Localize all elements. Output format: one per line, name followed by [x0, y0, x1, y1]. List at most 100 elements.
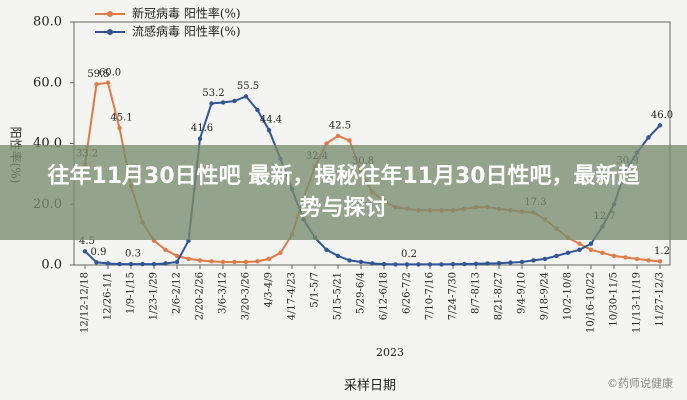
point — [105, 261, 111, 266]
x-tick-label: 4/17-4/23 — [287, 272, 298, 320]
point — [646, 258, 651, 263]
point — [393, 262, 398, 267]
point — [243, 94, 249, 99]
y-tick-label: 80.0 — [33, 15, 62, 30]
x-tick-label: 3/6-3/12 — [218, 272, 229, 314]
x-tick-label: 1/23-1/29 — [149, 272, 160, 320]
point — [220, 259, 226, 265]
value-label: 60.0 — [99, 67, 121, 78]
y-tick-label: 60.0 — [33, 75, 62, 90]
point — [577, 247, 582, 253]
point — [565, 250, 571, 256]
x-tick-label: 2/20-2/26 — [195, 272, 206, 320]
x-tick-label: 2/6-2/12 — [172, 272, 183, 314]
point — [542, 256, 548, 262]
x-tick-label: 9/4-9/10 — [517, 272, 528, 314]
x-tick-label: 1/9-1/15 — [126, 272, 137, 314]
point — [324, 247, 329, 253]
value-label: 4.5 — [79, 236, 95, 247]
value-label: 55.5 — [237, 81, 259, 92]
point — [370, 261, 375, 266]
point — [439, 262, 444, 267]
point — [657, 123, 663, 128]
value-label: 44.4 — [260, 115, 282, 126]
point — [220, 100, 226, 105]
point — [255, 259, 260, 264]
point — [531, 258, 536, 263]
point — [416, 262, 421, 267]
x-tick-label: 5/15-5/21 — [333, 272, 344, 320]
point — [588, 247, 594, 253]
value-label: 1.2 — [654, 246, 670, 257]
value-label: 59.5 — [87, 69, 109, 80]
point — [266, 127, 272, 133]
point — [450, 261, 456, 267]
x-tick-label: 8/21-8/27 — [494, 272, 505, 320]
point — [255, 107, 260, 113]
point — [209, 101, 214, 106]
point — [381, 261, 387, 267]
x-tick-label: 6/26-7/2 — [402, 272, 413, 314]
point — [335, 253, 341, 259]
value-label: 46.0 — [651, 110, 673, 121]
point — [347, 258, 352, 263]
point — [508, 260, 513, 265]
point — [105, 80, 111, 85]
year-label: 2023 — [376, 346, 404, 359]
y-tick-label: 0.0 — [41, 258, 62, 273]
value-label: 0.9 — [91, 247, 107, 258]
value-label: 42.5 — [329, 120, 351, 131]
point — [347, 138, 352, 143]
x-tick-label: 9/18-9/24 — [540, 272, 551, 320]
point — [94, 82, 99, 87]
point — [473, 261, 479, 266]
point — [611, 253, 617, 259]
point — [186, 256, 191, 262]
x-tick-label: 7/24-7/30 — [448, 272, 459, 320]
point — [485, 261, 490, 266]
value-label: 0.2 — [401, 249, 417, 260]
point — [174, 259, 180, 265]
point — [462, 261, 467, 267]
watermark: ©药师说健康 — [607, 376, 673, 390]
point — [209, 259, 214, 264]
point — [554, 253, 559, 259]
legend-marker — [107, 11, 113, 17]
x-tick-label: 10/16-10/22 — [586, 272, 597, 333]
x-tick-label: 11/13-11/19 — [632, 272, 643, 333]
title: 往年11月30日性吧 最新，揭秘往年11月30日性吧，最新趋势与探讨 — [47, 163, 640, 221]
value-label: 0.3 — [125, 249, 141, 260]
point — [496, 260, 502, 266]
point — [140, 261, 145, 267]
point — [163, 247, 168, 253]
x-tick-label: 7/10-7/16 — [425, 272, 436, 320]
x-tick-label: 5/1-5/7 — [310, 272, 321, 308]
point — [646, 135, 651, 140]
point — [266, 256, 272, 262]
point — [197, 136, 203, 141]
x-axis-label: 采样日期 — [344, 379, 396, 394]
point — [427, 262, 433, 267]
value-label: 53.2 — [202, 88, 224, 99]
point — [94, 260, 99, 265]
point — [243, 259, 249, 265]
point — [404, 262, 410, 267]
point — [657, 259, 663, 264]
point — [623, 255, 628, 260]
value-label: 45.1 — [110, 113, 132, 124]
point — [232, 259, 237, 265]
x-tick-label: 6/12-6/18 — [379, 272, 390, 320]
point — [577, 241, 582, 246]
x-tick-label: 10/30-11/5 — [609, 272, 620, 327]
x-tick-label: 12/12-12/18 — [80, 272, 91, 333]
point — [128, 261, 134, 267]
point — [588, 241, 594, 246]
point — [197, 258, 203, 263]
x-tick-label: 8/7-8/13 — [471, 272, 482, 314]
point — [335, 133, 341, 139]
point — [324, 141, 329, 146]
x-tick-label: 5/29-6/4 — [356, 272, 367, 314]
point — [163, 261, 168, 266]
point — [232, 98, 237, 104]
